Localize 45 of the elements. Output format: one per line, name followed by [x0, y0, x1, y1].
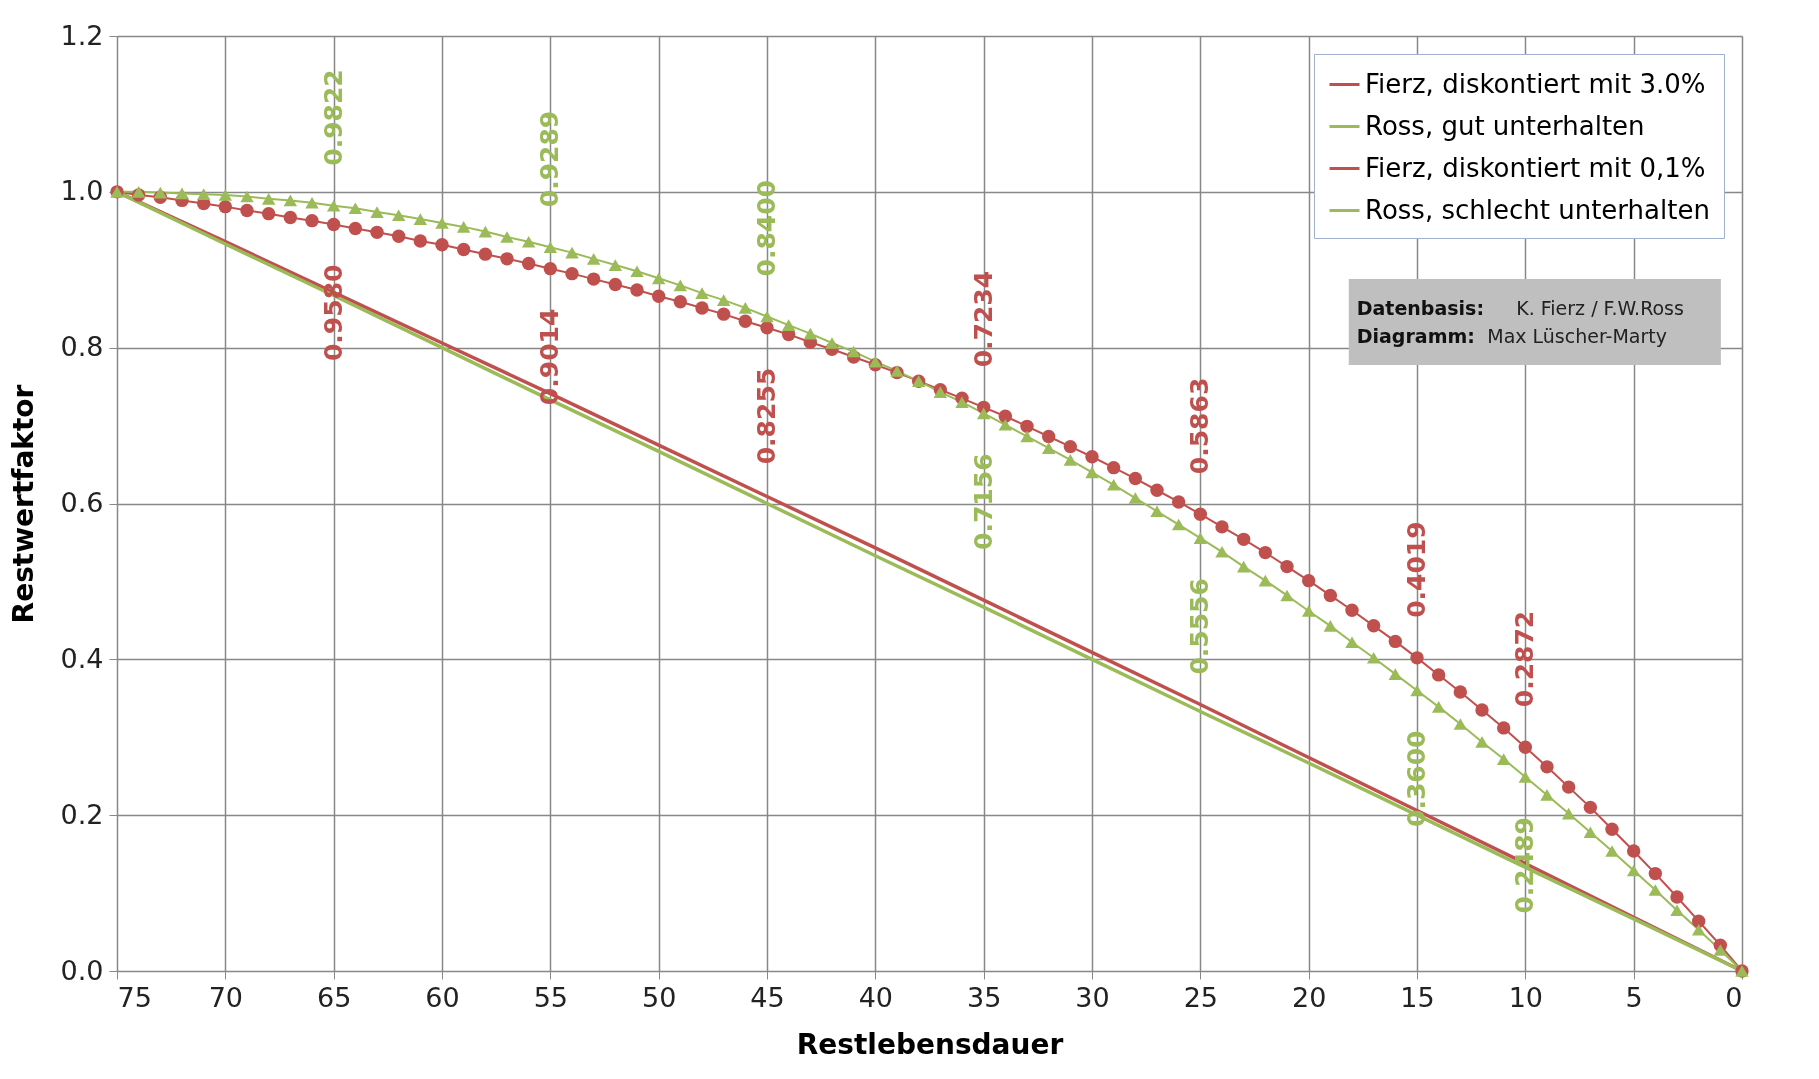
data-label: 0.3600: [1402, 730, 1431, 827]
data-label: 0.9822: [318, 69, 348, 166]
x-tick-label: 0: [1725, 981, 1743, 1013]
legend-label: Ross, schlecht unterhalten: [1365, 194, 1710, 225]
x-tick-label: 25: [1183, 981, 1219, 1013]
y-tick-label: 0.8: [60, 331, 104, 363]
legend-label: Ross, gut unterhalten: [1365, 110, 1645, 141]
x-tick-label: 70: [208, 981, 244, 1013]
data-label: 0.8255: [752, 367, 781, 465]
data-label: 0.9289: [535, 110, 565, 208]
data-label: 0.2489: [1510, 817, 1540, 914]
x-tick-label: 65: [316, 981, 352, 1013]
x-tick-label: 40: [858, 981, 894, 1013]
data-label: 0.5556: [1185, 578, 1215, 675]
x-tick-label: 15: [1400, 981, 1435, 1013]
x-tick-label: 35: [966, 981, 1002, 1013]
x-tick-label: 10: [1508, 981, 1544, 1013]
legend-label: Fierz, diskontiert mit 0,1%: [1365, 152, 1706, 183]
annotation: Diagramm: Max Lüscher-Marty: [1356, 325, 1667, 348]
x-tick-label: 55: [533, 981, 569, 1013]
x-axis-title: Restlebensdauer: [796, 1027, 1064, 1061]
y-tick-label: 0.0: [60, 954, 104, 986]
x-tick-label: 20: [1291, 981, 1327, 1013]
x-tick-label: 50: [641, 981, 677, 1013]
data-label: 0.5863: [1185, 377, 1215, 475]
y-axis-title: Restwertfaktor: [6, 384, 40, 624]
x-tick-label: 30: [1075, 981, 1110, 1013]
x-tick-label: 45: [750, 981, 785, 1013]
data-label: 0.7234: [968, 270, 998, 368]
text: Datenbasis: K. Fierz / F.W.Ross: [1356, 297, 1684, 320]
y-tick-label: 1.0: [60, 175, 104, 207]
y-tick-label: 0.2: [60, 798, 104, 830]
data-label: 0.2872: [1510, 610, 1540, 708]
y-tick-label: 0.6: [60, 487, 104, 518]
legend-label: Fierz, diskontiert mit 3.0%: [1365, 68, 1706, 99]
x-tick-label: 75: [117, 981, 152, 1013]
y-tick-label: 0.4: [60, 642, 104, 674]
data-label: 0.9580: [318, 264, 348, 362]
data-label: 0.4019: [1402, 521, 1431, 618]
data-label: 0.7156: [968, 453, 998, 550]
data-label: 0.8400: [752, 180, 781, 277]
x-tick-label: 60: [425, 981, 460, 1013]
y-tick-label: 1.2: [60, 19, 104, 51]
data-label: 0.9014: [535, 308, 565, 406]
x-tick-label: 5: [1625, 981, 1643, 1013]
